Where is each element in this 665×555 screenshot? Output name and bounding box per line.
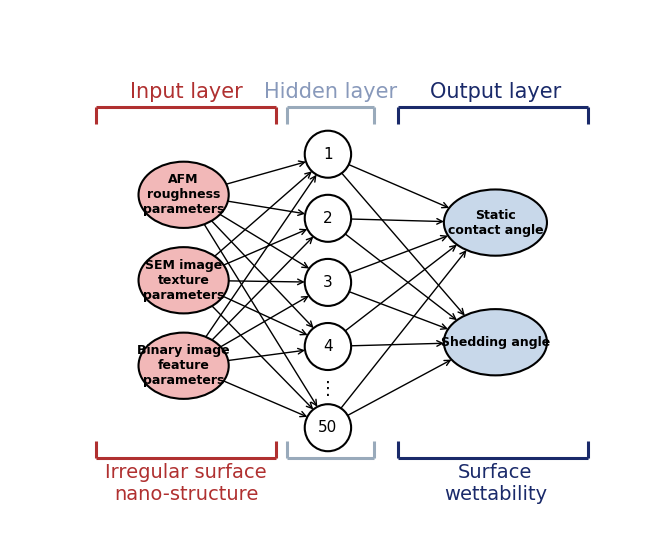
Text: ⋮: ⋮ [319,380,337,398]
Ellipse shape [444,309,547,375]
Text: SEM image
texture
parameters: SEM image texture parameters [143,259,224,302]
Ellipse shape [138,332,229,399]
Ellipse shape [138,162,229,228]
Text: 50: 50 [319,420,338,435]
Text: Irregular surface
nano-structure: Irregular surface nano-structure [105,463,267,504]
Text: Hidden layer: Hidden layer [264,82,397,102]
Text: Input layer: Input layer [130,82,243,102]
Text: Surface
wettability: Surface wettability [444,463,547,504]
Ellipse shape [305,130,351,178]
Text: 4: 4 [323,339,332,354]
Text: Output layer: Output layer [430,82,561,102]
Text: 3: 3 [323,275,332,290]
Ellipse shape [305,323,351,370]
Text: 1: 1 [323,147,332,162]
Text: Static
contact angle: Static contact angle [448,209,543,236]
Text: AFM
roughness
parameters: AFM roughness parameters [143,173,224,216]
Text: Binary image
feature
parameters: Binary image feature parameters [137,344,230,387]
Ellipse shape [444,189,547,256]
Text: Shedding angle: Shedding angle [441,336,550,349]
Ellipse shape [138,247,229,314]
Ellipse shape [305,195,351,242]
Ellipse shape [305,404,351,451]
Ellipse shape [305,259,351,306]
Text: 2: 2 [323,211,332,226]
